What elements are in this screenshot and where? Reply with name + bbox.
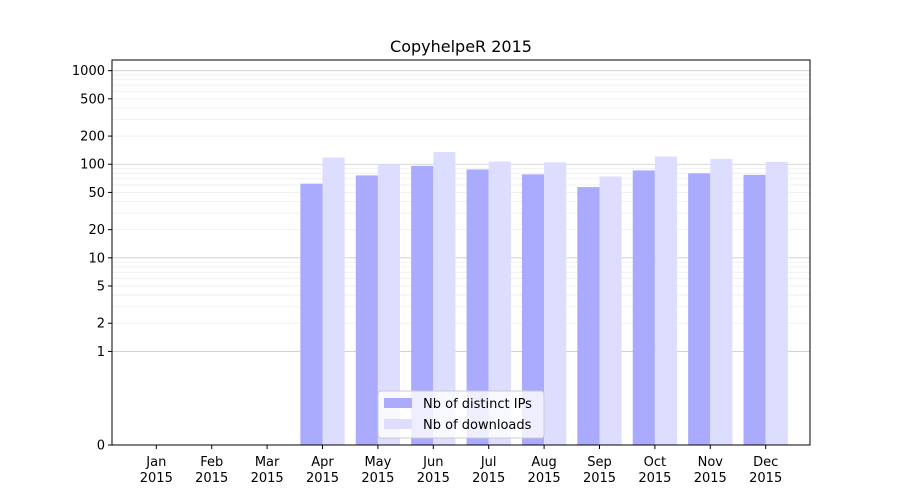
x-tick-label-year: 2015 [361,471,394,486]
bar-distinct-ips [688,173,711,445]
bar-downloads [599,176,622,446]
y-tick-label: 10 [88,251,105,266]
x-tick-label-month: Nov [698,455,724,470]
x-tick-label-year: 2015 [472,471,505,486]
bar-distinct-ips [521,174,545,445]
y-tick-label: 1 [97,345,105,360]
bar-downloads [765,161,788,445]
y-tick-label: 100 [80,158,105,173]
plot-frame [111,59,811,446]
y-tick-label: 50 [88,186,105,201]
x-tick-label-year: 2015 [528,471,561,486]
y-tick-label: 500 [80,92,105,107]
y-tick-label: 2 [97,317,105,332]
legend: Nb of distinct IPs Nb of downloads [377,390,545,439]
chart-title: CopyhelpeR 2015 [390,37,532,56]
bar-downloads [654,156,678,446]
legend-box [377,390,545,439]
x-tick-label-month: Jun [422,455,443,470]
legend-label: Nb of downloads [423,418,532,433]
x-axis: Jan2015Feb2015Mar2015Apr2015May2015Jun20… [140,445,782,486]
legend-label: Nb of distinct IPs [423,397,532,412]
x-tick-label-year: 2015 [749,471,782,486]
x-tick-label-month: Feb [200,455,223,470]
bar-downloads [544,162,567,446]
x-tick-label-month: Jan [145,455,166,470]
bar-distinct-ips [743,174,766,445]
y-tick-label: 1000 [72,64,105,79]
bar-distinct-ips [300,183,323,445]
y-tick-label: 5 [97,280,105,295]
x-tick-label-year: 2015 [694,471,727,486]
x-tick-label-month: Apr [311,455,334,470]
x-tick-label-month: Oct [644,455,666,470]
x-tick-label-month: Sep [587,455,612,470]
y-tick-label: 20 [88,223,105,238]
x-tick-label-year: 2015 [195,471,228,486]
bar-distinct-ips [632,170,655,445]
y-axis: 0 1 2 5 10 20 50 100 200 500 1000 [72,64,112,454]
x-tick-label-month: Jul [480,455,497,470]
bar-distinct-ips [411,165,434,445]
x-tick-label-year: 2015 [306,471,339,486]
bar-downloads [377,164,401,445]
x-tick-label-month: Aug [531,455,556,470]
bar-distinct-ips [577,187,600,445]
bar-distinct-ips [466,169,489,446]
x-tick-label-year: 2015 [583,471,616,486]
x-tick-label-year: 2015 [140,471,173,486]
bar-downloads [433,152,456,445]
x-tick-label-year: 2015 [417,471,450,486]
x-tick-label-month: Mar [255,455,280,470]
y-tick-label: 200 [80,130,105,145]
bar-downloads [710,158,733,446]
x-tick-label-month: May [364,455,391,470]
bar-downloads [322,157,345,445]
x-tick-label-year: 2015 [251,471,284,486]
x-tick-label-year: 2015 [638,471,671,486]
legend-swatch [384,419,412,429]
legend-swatch [384,398,412,408]
bar-downloads [488,161,511,445]
bar-distinct-ips [355,175,378,445]
bars [300,152,788,446]
x-tick-label-month: Dec [753,455,778,470]
y-tick-label: 0 [97,439,105,454]
